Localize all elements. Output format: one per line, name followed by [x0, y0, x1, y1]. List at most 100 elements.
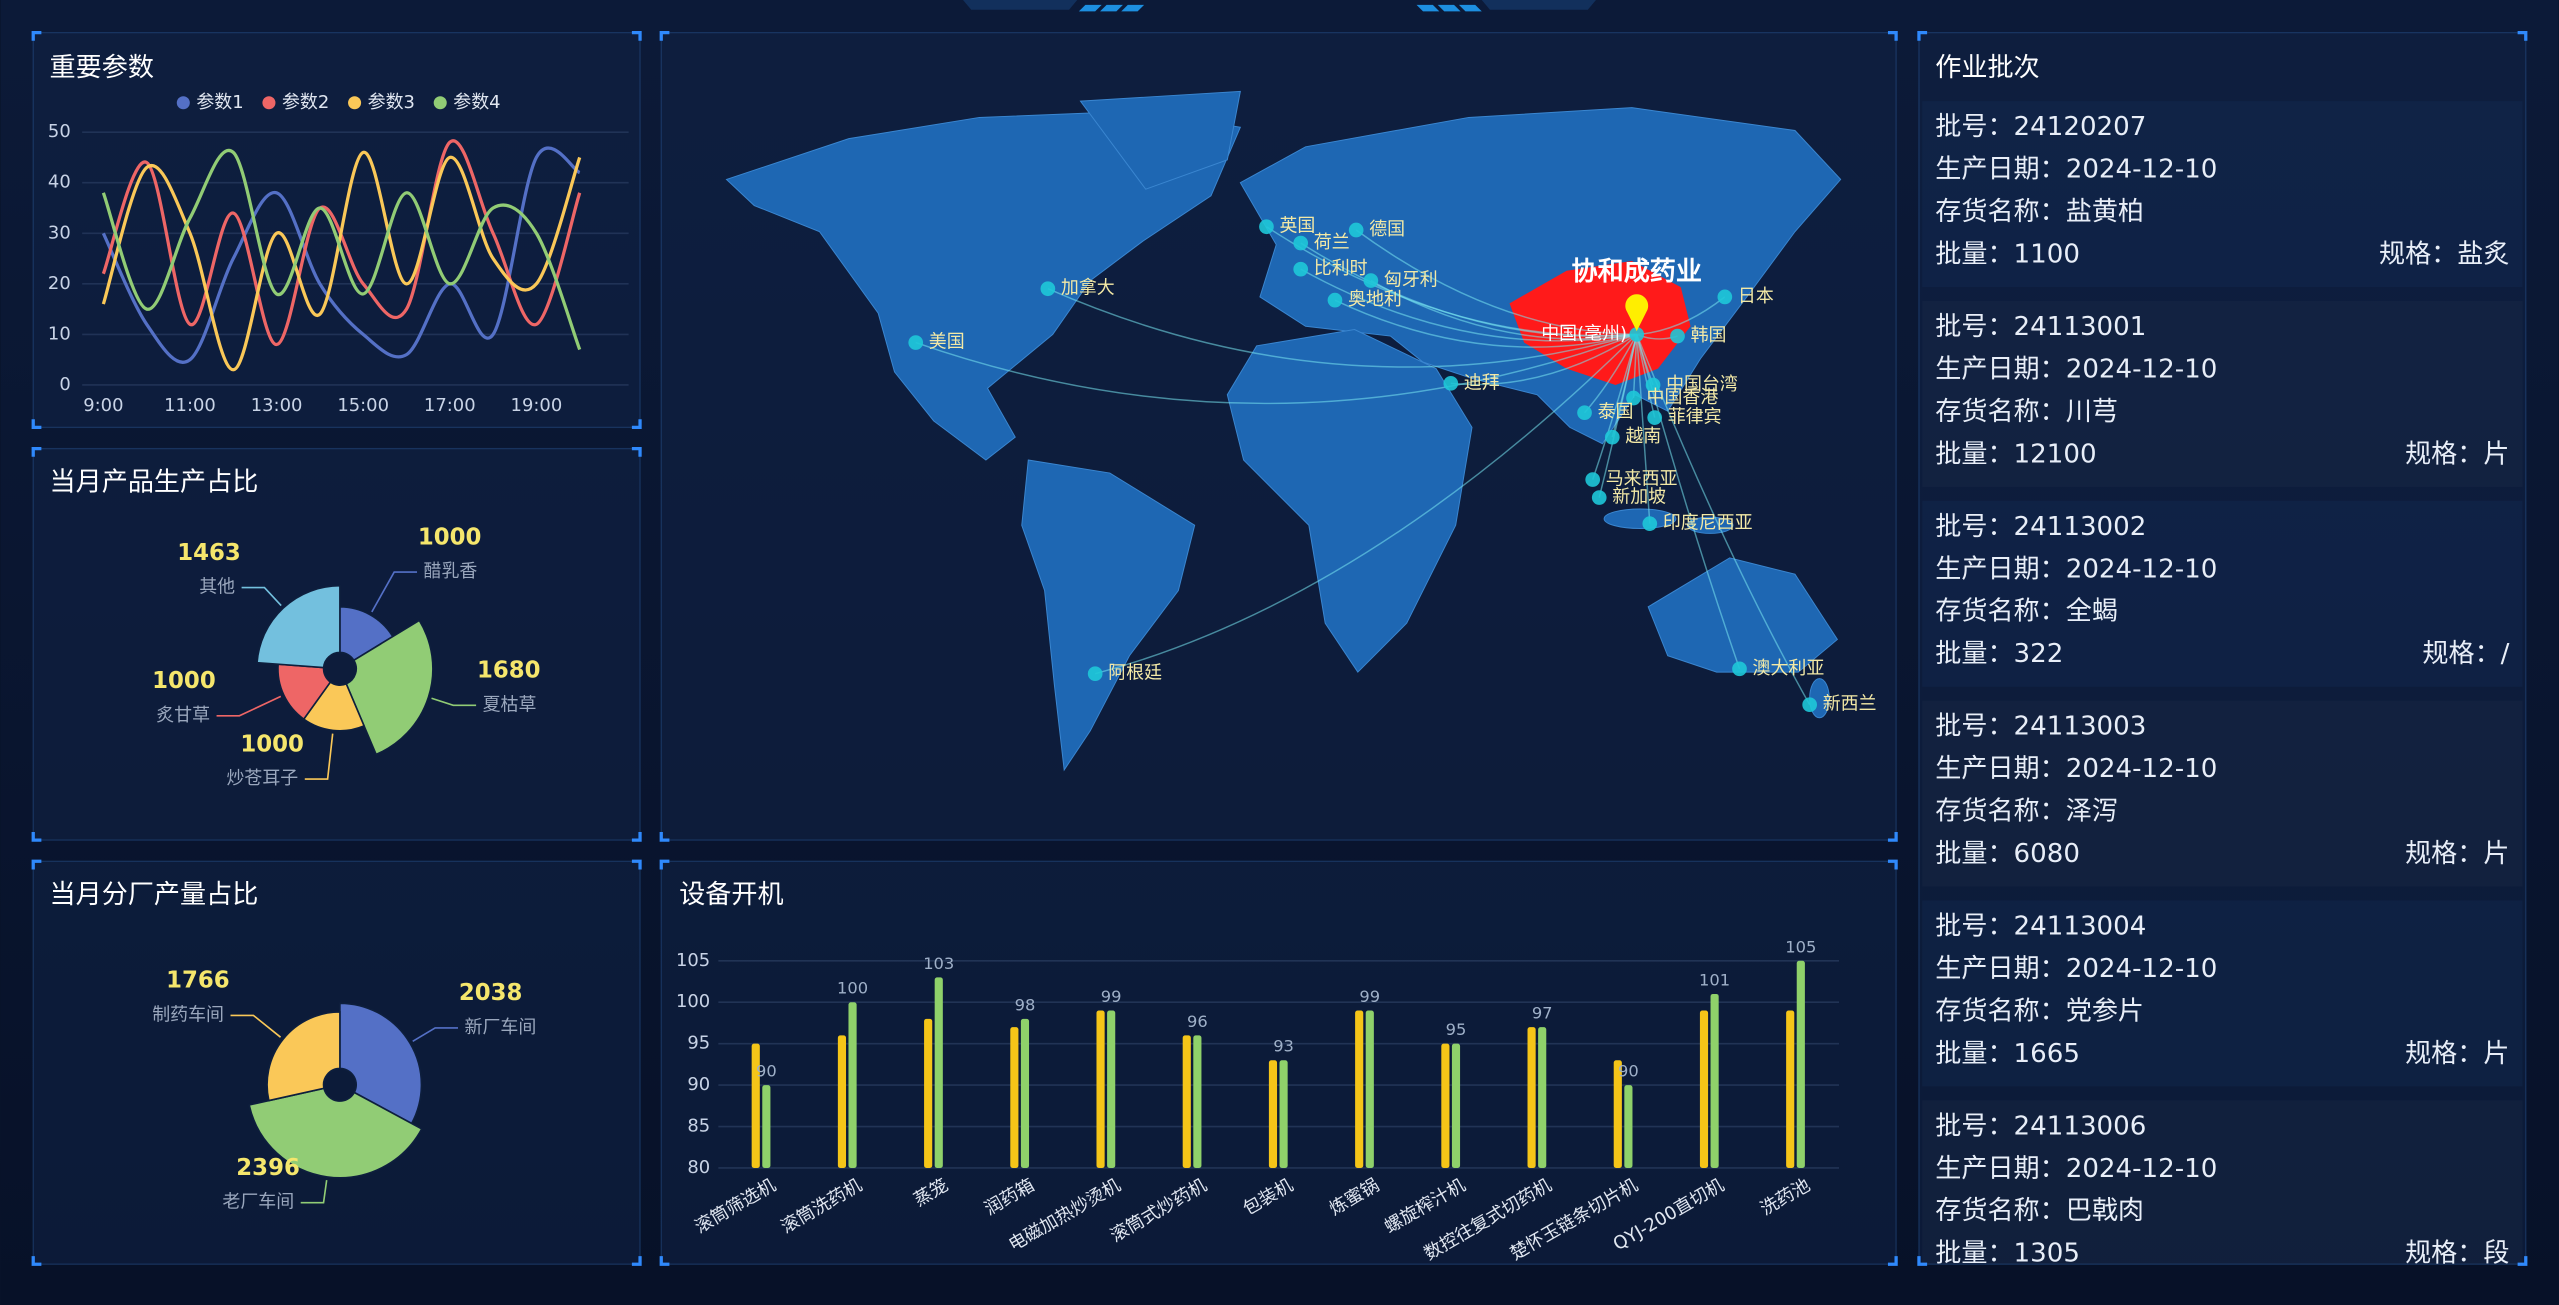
place-label: 荷兰: [1314, 232, 1350, 253]
y-tick-label: 100: [676, 991, 710, 1012]
field-label: 批量：: [1935, 1038, 2013, 1068]
field-value: 2024-12-10: [2066, 1153, 2218, 1183]
island: [1686, 516, 1734, 534]
bar: [934, 977, 943, 1168]
bar: [762, 1085, 771, 1168]
y-tick-label: 20: [48, 273, 71, 294]
place-label: 印度尼西亚: [1663, 513, 1753, 534]
y-tick-label: 10: [48, 323, 71, 344]
batch-field: 批量：322: [1935, 639, 2063, 669]
slice-name: 制药车间: [152, 1004, 224, 1025]
header-deco: [963, 0, 1596, 12]
place-dot: [1670, 328, 1685, 344]
place-label: 英国: [1280, 216, 1316, 237]
place-label: 中国(亳州): [1541, 323, 1627, 344]
place-label: 澳大利亚: [1753, 658, 1825, 679]
batch-field: 存货名称：盐黄柏: [1935, 197, 2144, 227]
y-tick-label: 85: [687, 1116, 710, 1137]
batch-field: 批号：24113004: [1935, 911, 2146, 941]
flight-line: [1355, 229, 1637, 336]
panel-title: 重要参数: [50, 53, 154, 83]
place-label: 马来西亚: [1606, 469, 1678, 490]
x-tick-label: 15:00: [337, 395, 389, 416]
place-dot: [1642, 516, 1658, 531]
bar: [1268, 1060, 1278, 1168]
bar-value-label: 97: [1532, 1004, 1553, 1023]
batch-field: 生产日期：2024-12-10: [1935, 354, 2217, 384]
place-dot: [1647, 410, 1663, 425]
place-dot: [1585, 472, 1601, 487]
slice-value: 2396: [236, 1155, 300, 1181]
flight-line: [1450, 333, 1638, 386]
place-dot: [1732, 661, 1747, 677]
bar: [1699, 1010, 1709, 1168]
batch-field: 生产日期：2024-12-10: [1935, 554, 2217, 584]
label-leader: [412, 1027, 458, 1043]
slice-name: 夏枯草: [483, 694, 537, 715]
place-dot: [1293, 261, 1309, 277]
location-pin: [1625, 294, 1649, 332]
batch-card: [1922, 900, 2523, 1087]
panel-corner: [1887, 30, 1898, 41]
line-series: [101, 146, 581, 364]
field-value: 24113002: [2014, 511, 2147, 541]
field-value: 泽泻: [2066, 796, 2118, 826]
field-label: 批号：: [1935, 511, 2013, 541]
field-value: 2024-12-10: [2066, 154, 2218, 184]
rose-slice: [345, 619, 434, 756]
panel-corner: [1917, 1256, 1928, 1266]
field-label: 规格：: [2405, 1038, 2483, 1068]
rose-slice: [256, 584, 341, 669]
y-tick-label: 95: [687, 1033, 710, 1054]
x-tick-label: 11:00: [164, 395, 216, 416]
place-label: 匈牙利: [1384, 270, 1438, 291]
line-series: [101, 148, 582, 351]
field-label: 规格：: [2405, 439, 2483, 469]
place-label: 奥地利: [1348, 289, 1402, 310]
bar-value-label: 99: [1101, 987, 1122, 1006]
y-tick-label: 40: [48, 172, 71, 193]
place-dot: [908, 335, 924, 350]
bar: [1279, 1060, 1288, 1168]
batch-field: 生产日期：2024-12-10: [1935, 754, 2217, 784]
field-value: 盐炙: [2457, 239, 2509, 269]
panel-corner: [631, 446, 642, 457]
batch-list: 批号：24120207生产日期：2024-12-10存货名称：盐黄柏批量：110…: [1922, 101, 2523, 1268]
field-label: 批号：: [1935, 112, 2013, 142]
bar-value-label: 95: [1446, 1020, 1467, 1039]
panel-corner: [31, 30, 42, 41]
label-leader: [371, 571, 418, 613]
field-label: 生产日期：: [1935, 554, 2065, 584]
bar-value-label: 101: [1699, 970, 1730, 989]
bar: [1096, 1010, 1105, 1168]
place-dot: [1443, 376, 1459, 391]
y-tick-label: 50: [48, 121, 71, 142]
slice-value: 2038: [459, 980, 523, 1006]
bar-value-label: 103: [923, 954, 954, 973]
panel-corner: [659, 859, 670, 870]
field-label: 规格：: [2405, 1238, 2483, 1268]
field-label: 批量：: [1935, 439, 2013, 469]
field-value: 2024-12-10: [2066, 754, 2218, 784]
field-label: 生产日期：: [1935, 154, 2065, 184]
field-value: 川芎: [2066, 396, 2118, 426]
place-label: 泰国: [1598, 402, 1634, 423]
y-tick-label: 105: [676, 950, 710, 971]
bar-value-label: 100: [837, 979, 868, 998]
rose-slice: [302, 680, 366, 732]
flight-line: [1094, 333, 1638, 675]
bar: [837, 1035, 847, 1168]
place-dot: [1629, 327, 1645, 342]
batch-field: 存货名称：泽泻: [1935, 796, 2118, 826]
batch-field: 生产日期：2024-12-10: [1935, 1153, 2217, 1183]
batch-field: 存货名称：川芎: [1935, 396, 2118, 426]
bar: [1182, 1035, 1191, 1168]
australia: [1647, 557, 1839, 673]
panel-corner: [659, 831, 670, 842]
panel-corner: [631, 859, 642, 870]
flight-line: [1334, 299, 1637, 348]
south-america: [1021, 459, 1196, 772]
place-label: 菲律宾: [1668, 407, 1722, 428]
batch-field: 批量：12100: [1935, 439, 2096, 469]
